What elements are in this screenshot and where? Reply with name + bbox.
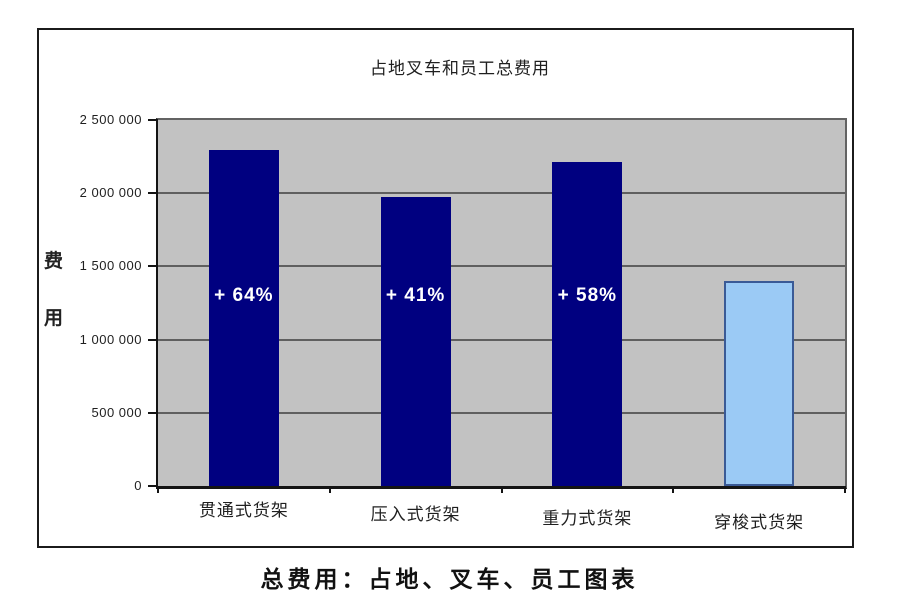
chart-title: 占地叉车和员工总费用 <box>370 59 550 78</box>
y-tick-label: 1 000 000 <box>79 331 142 347</box>
x-category-label: 重力式货架 <box>542 509 633 528</box>
gridline <box>158 411 845 414</box>
y-tick-label: 2 500 000 <box>79 112 142 127</box>
bar-value-label: + 58% <box>557 285 618 306</box>
x-tick-mark <box>844 486 846 493</box>
x-tick-mark <box>500 486 503 493</box>
y-axis-title-char: 费 <box>44 251 64 272</box>
bar-value-label: + 64% <box>214 285 274 306</box>
bar <box>208 149 279 486</box>
gridline <box>158 338 845 341</box>
chart-caption: 总费用：占地、叉车、员工图表 <box>260 567 639 592</box>
y-tick-mark <box>148 265 158 268</box>
y-tick-mark <box>148 192 158 195</box>
gridline <box>158 265 845 268</box>
gridline <box>158 192 845 195</box>
y-axis-title-char: 用 <box>44 308 64 329</box>
x-tick-mark <box>157 486 159 493</box>
y-tick-mark <box>148 485 158 487</box>
bar <box>552 162 623 486</box>
y-tick-label: 0 <box>134 478 142 493</box>
y-tick-label: 1 500 000 <box>79 258 142 274</box>
bar <box>380 197 451 486</box>
y-axis-title: 费 用 <box>44 246 68 360</box>
y-tick-mark <box>148 338 158 341</box>
x-tick-mark <box>328 486 331 493</box>
bar <box>724 281 795 486</box>
x-category-label: 穿梭式货架 <box>714 513 805 532</box>
bar-value-label: + 41% <box>385 285 446 306</box>
x-tick-mark <box>672 486 675 493</box>
y-tick-label: 2 000 000 <box>79 185 142 201</box>
y-tick-mark <box>148 411 158 414</box>
x-category-label: 贯通式货架 <box>198 501 289 520</box>
y-tick-label: 500 000 <box>91 404 142 420</box>
x-category-label: 压入式货架 <box>370 505 461 524</box>
y-tick-mark <box>148 119 158 121</box>
